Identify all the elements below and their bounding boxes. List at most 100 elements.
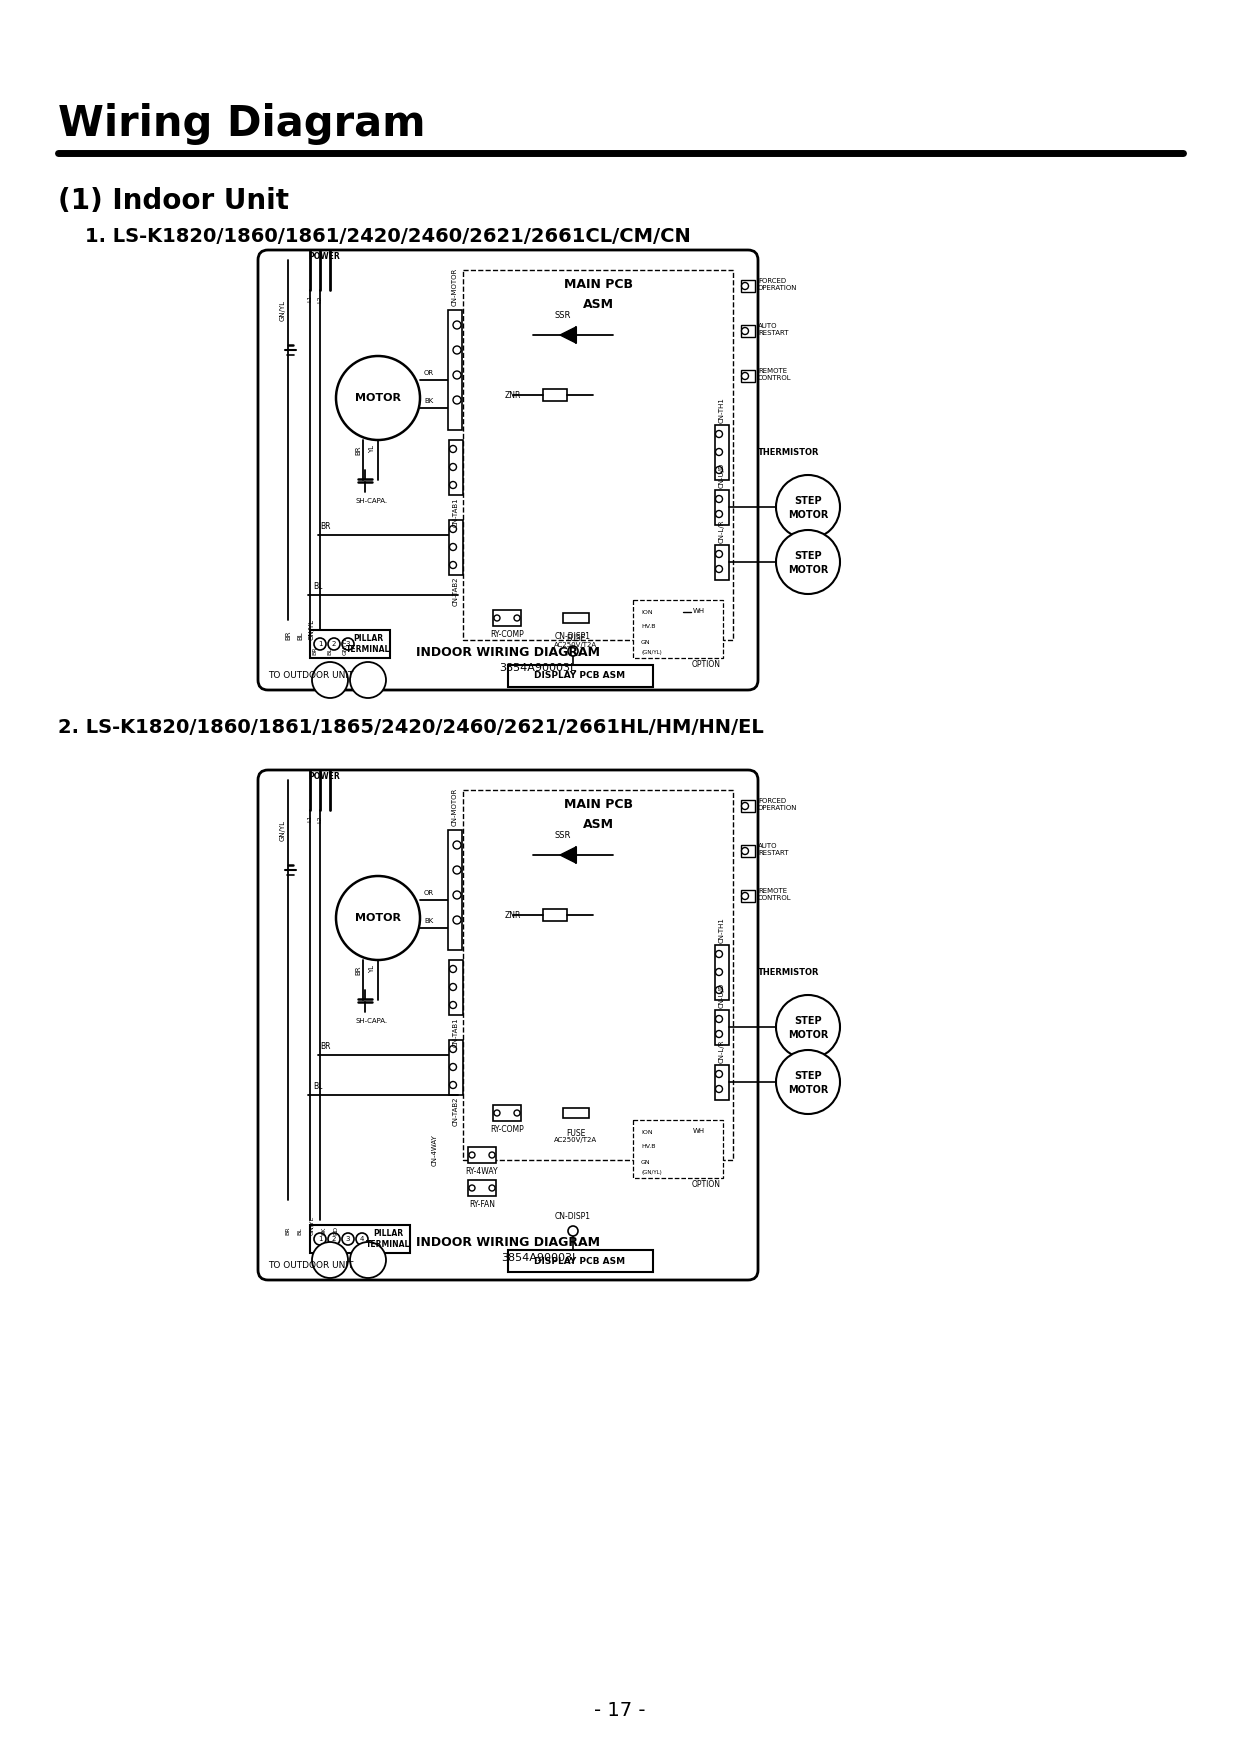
Circle shape	[328, 639, 340, 649]
FancyBboxPatch shape	[258, 249, 758, 690]
Text: WH: WH	[692, 607, 705, 614]
Bar	[715, 490, 728, 525]
Text: CN-TAB1: CN-TAB1	[453, 497, 459, 526]
Text: WH: WH	[692, 1128, 705, 1134]
Circle shape	[716, 1030, 722, 1037]
Text: BL: BL	[313, 1083, 323, 1092]
Text: DISPLAY PCB ASM: DISPLAY PCB ASM	[535, 672, 625, 681]
Circle shape	[343, 1234, 354, 1244]
Text: BL: BL	[313, 583, 323, 591]
Text: CN-TAB1: CN-TAB1	[453, 1016, 459, 1046]
Circle shape	[776, 1049, 840, 1114]
Text: BK: BK	[424, 398, 433, 404]
Text: (GN/YL): (GN/YL)	[642, 1171, 661, 1176]
Circle shape	[449, 1081, 457, 1088]
Circle shape	[449, 544, 457, 551]
Bar	[493, 1106, 521, 1121]
Circle shape	[716, 1016, 722, 1023]
Text: CN-TAB2: CN-TAB2	[453, 1097, 459, 1127]
Text: MOTOR: MOTOR	[788, 1085, 828, 1095]
Text: HV.B: HV.B	[642, 1144, 655, 1150]
Text: STEP: STEP	[794, 497, 822, 505]
Bar	[448, 830, 462, 949]
Text: OPTION: OPTION	[692, 660, 721, 669]
Circle shape	[716, 449, 722, 456]
Circle shape	[568, 646, 578, 656]
Text: BK: BK	[424, 918, 433, 923]
Text: CN-TAB2: CN-TAB2	[453, 577, 459, 607]
Circle shape	[311, 1243, 347, 1278]
Text: 1: 1	[318, 641, 323, 648]
Text: CN-L/R: CN-L/R	[719, 519, 725, 542]
Bar	[544, 909, 567, 921]
Text: RY-FAN: RY-FAN	[469, 1200, 495, 1209]
Text: BR: BR	[355, 965, 361, 974]
Text: STEP: STEP	[794, 1016, 822, 1027]
Bar	[468, 1148, 496, 1164]
Text: AUTO
RESTART: AUTO RESTART	[758, 323, 788, 335]
Bar	[449, 519, 463, 576]
Circle shape	[742, 802, 748, 809]
Circle shape	[350, 1243, 386, 1278]
Circle shape	[776, 530, 840, 593]
Circle shape	[449, 481, 457, 488]
Text: ASM: ASM	[582, 818, 613, 832]
Text: L1: L1	[308, 814, 313, 823]
Text: AUTO
RESTART: AUTO RESTART	[758, 842, 788, 855]
Text: CN-U/D: CN-U/D	[719, 983, 725, 1007]
Text: AC250V/T2A: AC250V/T2A	[555, 1137, 598, 1143]
Circle shape	[716, 495, 722, 502]
Polygon shape	[560, 326, 576, 342]
Text: BR: BR	[285, 1227, 290, 1236]
Text: INDOOR WIRING DIAGRAM: INDOOR WIRING DIAGRAM	[416, 646, 599, 658]
Text: ASM: ASM	[582, 298, 613, 311]
Text: BR: BR	[320, 1042, 330, 1051]
Bar	[544, 390, 567, 400]
Circle shape	[449, 983, 457, 990]
Text: CN-MOTOR: CN-MOTOR	[452, 788, 458, 827]
Text: MOTOR: MOTOR	[355, 913, 401, 923]
Text: (GN/YL): (GN/YL)	[642, 649, 661, 655]
Bar	[563, 612, 589, 623]
Text: FUSE: FUSE	[566, 634, 586, 642]
Circle shape	[489, 1185, 495, 1192]
Text: CN-TH1: CN-TH1	[719, 397, 725, 423]
Circle shape	[336, 876, 419, 960]
Circle shape	[314, 639, 326, 649]
Circle shape	[716, 511, 722, 518]
Text: ION: ION	[642, 1130, 653, 1135]
Circle shape	[453, 892, 460, 899]
Text: MOTOR: MOTOR	[788, 511, 828, 519]
Bar	[463, 270, 733, 641]
Text: 1: 1	[318, 1236, 323, 1243]
Circle shape	[716, 565, 722, 572]
Text: RD: RD	[334, 1227, 339, 1236]
Text: ZNR: ZNR	[505, 391, 521, 400]
Text: POWER: POWER	[308, 772, 340, 781]
Text: SH-CAPA.: SH-CAPA.	[356, 1018, 388, 1023]
Text: INDOOR WIRING DIAGRAM: INDOOR WIRING DIAGRAM	[416, 1236, 599, 1248]
Text: BR: BR	[313, 646, 318, 655]
Circle shape	[453, 321, 460, 328]
Text: THERMISTOR: THERMISTOR	[758, 967, 819, 976]
Bar	[715, 1065, 728, 1100]
Text: REMOTE
CONTROL: REMOTE CONTROL	[758, 888, 792, 900]
Circle shape	[716, 969, 722, 976]
Circle shape	[449, 562, 457, 569]
Circle shape	[449, 463, 457, 470]
Text: BR: BR	[285, 630, 290, 641]
Circle shape	[716, 467, 722, 474]
Circle shape	[311, 662, 347, 698]
FancyBboxPatch shape	[258, 770, 758, 1279]
Circle shape	[568, 1227, 578, 1236]
Text: L2: L2	[318, 295, 323, 302]
Text: L2: L2	[318, 814, 323, 823]
Text: PILLAR
TERMINAL: PILLAR TERMINAL	[346, 634, 390, 653]
Bar	[310, 1225, 410, 1253]
Text: CN-MOTOR: CN-MOTOR	[452, 269, 458, 305]
Text: MAIN PCB: MAIN PCB	[563, 799, 633, 811]
Circle shape	[494, 1109, 500, 1116]
Circle shape	[314, 1234, 326, 1244]
Text: GN: GN	[642, 1160, 650, 1165]
Text: REMOTE
CONTROL: REMOTE CONTROL	[758, 367, 792, 381]
